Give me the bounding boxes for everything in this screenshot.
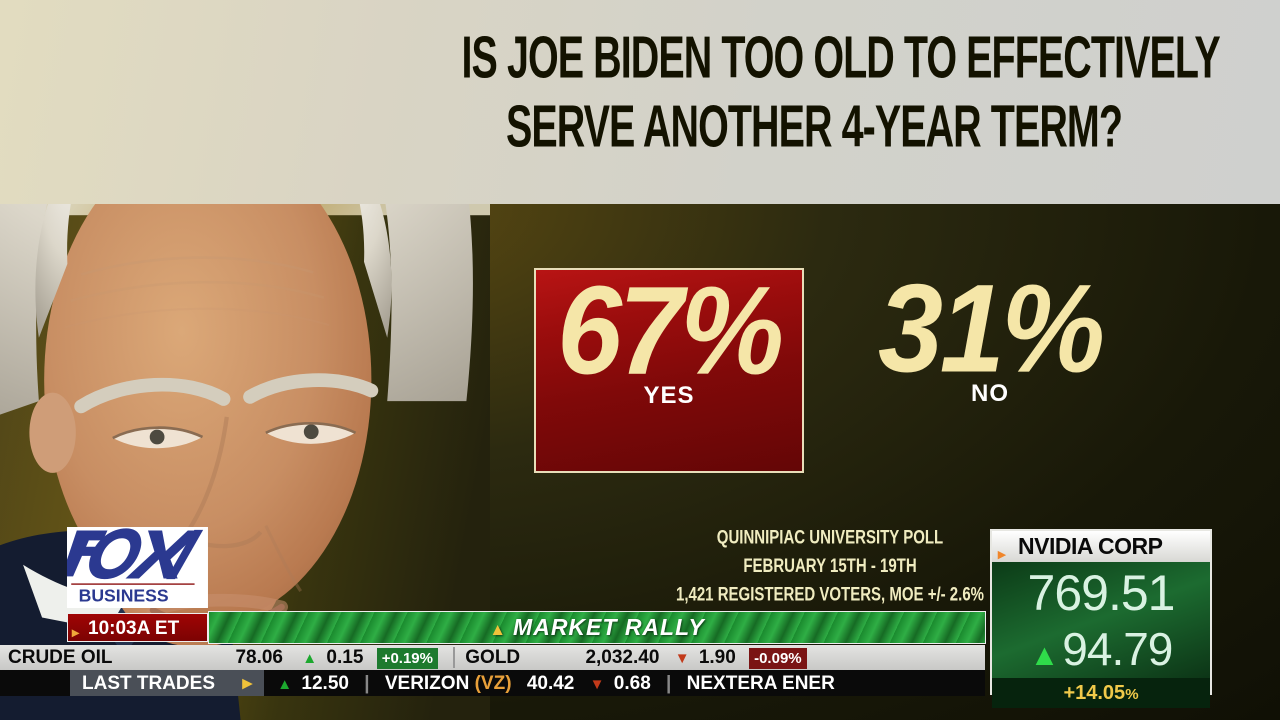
svg-text:BUSINESS: BUSINESS <box>79 586 169 606</box>
